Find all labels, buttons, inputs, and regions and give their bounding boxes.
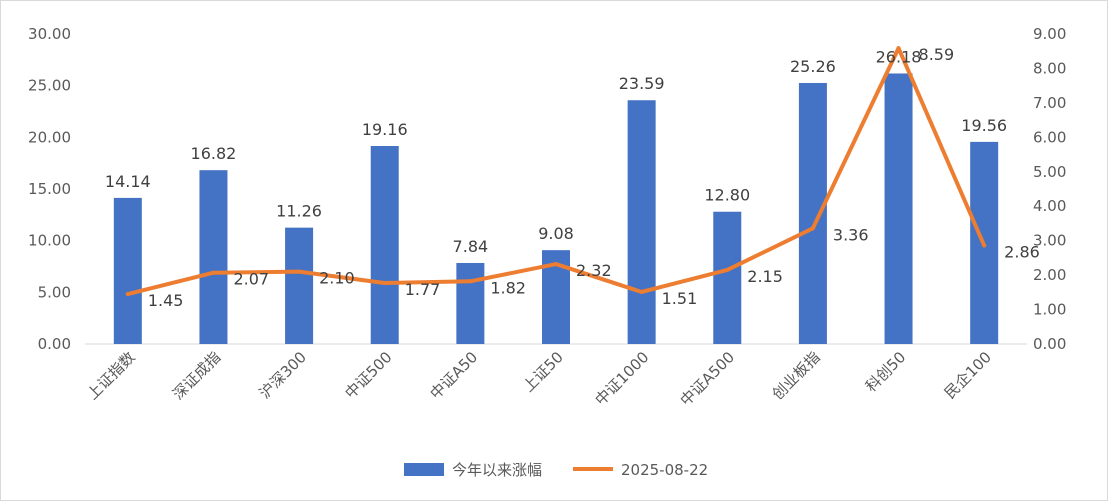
- y-left-tick-label: 20.00: [28, 128, 71, 146]
- x-category-label: 深证成指: [169, 348, 224, 403]
- bar-value-label: 11.26: [276, 202, 322, 221]
- bar-value-label: 7.84: [453, 237, 489, 256]
- x-category-label: 创业板指: [769, 348, 824, 403]
- line-point: [639, 289, 644, 294]
- y-right-tick-label: 0.00: [1033, 335, 1066, 353]
- data-labels: 14.14 16.82 11.26 19.16 7.84 9.08 23.59 12.80 25…: [105, 45, 1040, 310]
- y-right-tick-label: 8.00: [1033, 59, 1066, 77]
- bar-value-label: 26.18: [876, 47, 922, 66]
- y-right-tick-label: 9.00: [1033, 25, 1066, 43]
- line-value-label: 2.86: [1004, 242, 1040, 261]
- y-right-tick-label: 7.00: [1033, 94, 1066, 112]
- x-category-label: 中证A500: [677, 348, 738, 409]
- bar-value-label: 25.26: [790, 57, 836, 76]
- legend-bar-swatch: [404, 463, 444, 476]
- bar: [713, 211, 742, 344]
- line-value-label: 2.07: [233, 270, 269, 289]
- bar: [627, 100, 656, 344]
- bar-value-label: 16.82: [191, 144, 237, 163]
- line-value-label: 2.10: [319, 269, 355, 288]
- x-category-label: 上证50: [519, 348, 566, 395]
- line-point: [382, 281, 387, 286]
- x-category-label: 中证1000: [592, 348, 653, 409]
- y-right-tick-label: 2.00: [1033, 266, 1066, 284]
- y-right-tick-label: 6.00: [1033, 128, 1066, 146]
- bar-value-label: 19.16: [362, 120, 408, 139]
- legend: 今年以来涨幅 2025-08-22: [404, 461, 708, 479]
- y-right-tick-label: 1.00: [1033, 301, 1066, 319]
- bar: [370, 146, 399, 344]
- y-right-tick-label: 4.00: [1033, 197, 1066, 215]
- y-left-tick-label: 10.00: [28, 232, 71, 250]
- x-category-label: 民企100: [941, 348, 995, 402]
- bar-value-label: 23.59: [619, 74, 665, 93]
- line-value-label: 3.36: [833, 225, 869, 244]
- line-value-label: 1.77: [405, 280, 441, 299]
- y-right-tick-label: 5.00: [1033, 163, 1066, 181]
- bar: [285, 227, 314, 344]
- x-category-label: 科创50: [862, 348, 909, 395]
- line-value-label: 1.82: [490, 278, 526, 297]
- bar-value-label: 14.14: [105, 172, 151, 191]
- y-left-tick-label: 15.00: [28, 180, 71, 198]
- line-point: [982, 243, 987, 248]
- bar-value-label: 9.08: [538, 224, 574, 243]
- line-point: [810, 226, 815, 231]
- y-right-tick-label: 3.00: [1033, 232, 1066, 250]
- x-category-label: 中证A50: [426, 348, 481, 403]
- bar-value-label: 19.56: [961, 116, 1007, 135]
- legend-bar-label: 今年以来涨幅: [452, 461, 542, 479]
- bar: [199, 170, 228, 344]
- line-point: [468, 279, 473, 284]
- y-left-tick-label: 25.00: [28, 77, 71, 95]
- line-series: [125, 46, 987, 297]
- bar-value-label: 12.80: [704, 186, 750, 205]
- line-point: [725, 267, 730, 272]
- y-left-tick-label: 5.00: [38, 283, 71, 301]
- line-point: [211, 270, 216, 275]
- x-category-label: 上证指数: [83, 348, 138, 403]
- line-point: [297, 269, 302, 274]
- y-left-tick-label: 0.00: [38, 335, 71, 353]
- line-value-label: 1.45: [148, 291, 184, 310]
- legend-line-label: 2025-08-22: [621, 461, 708, 479]
- x-category-label: 沪深300: [256, 348, 310, 402]
- x-category-label: 中证500: [341, 348, 395, 402]
- bar: [884, 73, 913, 345]
- y-left-tick-label: 30.00: [28, 25, 71, 43]
- bar: [456, 262, 485, 344]
- line-value-label: 8.59: [919, 45, 955, 64]
- line-value-label: 2.32: [576, 261, 612, 280]
- line-value-label: 2.15: [747, 267, 783, 286]
- bar-series: [113, 73, 999, 345]
- line-value-label: 1.51: [662, 289, 698, 308]
- line-point: [896, 46, 901, 51]
- line-point: [125, 292, 130, 297]
- bar: [798, 82, 827, 344]
- bar: [113, 197, 142, 344]
- line-point: [554, 262, 558, 267]
